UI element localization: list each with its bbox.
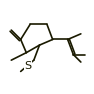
Text: S: S	[25, 61, 32, 71]
